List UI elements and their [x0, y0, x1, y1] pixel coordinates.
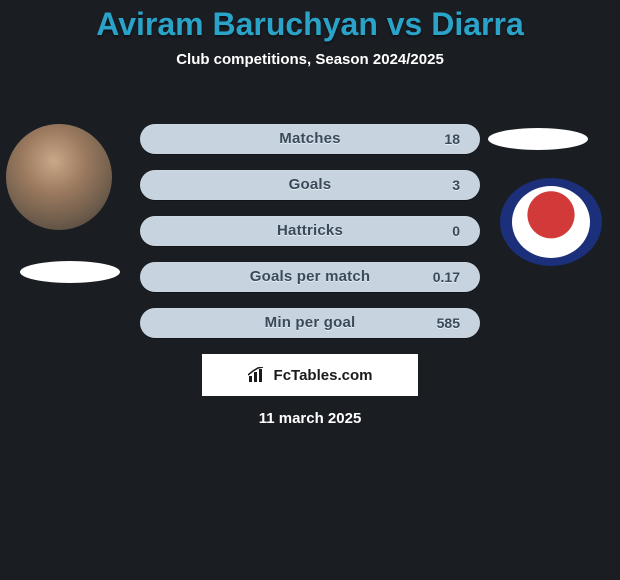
stat-row-goals: Goals 3 — [140, 170, 480, 200]
comparison-card: Aviram Baruchyan vs Diarra Club competit… — [0, 0, 620, 580]
stat-row-matches: Matches 18 — [140, 124, 480, 154]
page-title: Aviram Baruchyan vs Diarra — [0, 0, 620, 43]
country-flag-right — [488, 128, 588, 150]
stat-label: Min per goal — [140, 308, 480, 338]
stat-row-min-per-goal: Min per goal 585 — [140, 308, 480, 338]
stat-value: 18 — [444, 124, 460, 154]
club-badge-right — [500, 178, 602, 266]
stat-label: Matches — [140, 124, 480, 154]
branding-badge: FcTables.com — [202, 354, 418, 396]
stat-value: 0.17 — [433, 262, 460, 292]
stat-row-hattricks: Hattricks 0 — [140, 216, 480, 246]
date-text: 11 march 2025 — [0, 410, 620, 427]
stat-value: 585 — [437, 308, 460, 338]
player-avatar-left — [6, 124, 112, 230]
bar-chart-icon — [248, 367, 268, 383]
stat-row-goals-per-match: Goals per match 0.17 — [140, 262, 480, 292]
stat-value: 0 — [452, 216, 460, 246]
branding-text: FcTables.com — [274, 367, 373, 384]
stat-label: Hattricks — [140, 216, 480, 246]
stat-value: 3 — [452, 170, 460, 200]
country-flag-left — [20, 261, 120, 283]
subtitle: Club competitions, Season 2024/2025 — [0, 51, 620, 68]
stat-label: Goals — [140, 170, 480, 200]
stat-label: Goals per match — [140, 262, 480, 292]
stat-bars: Matches 18 Goals 3 Hattricks 0 Goals per… — [140, 124, 480, 354]
